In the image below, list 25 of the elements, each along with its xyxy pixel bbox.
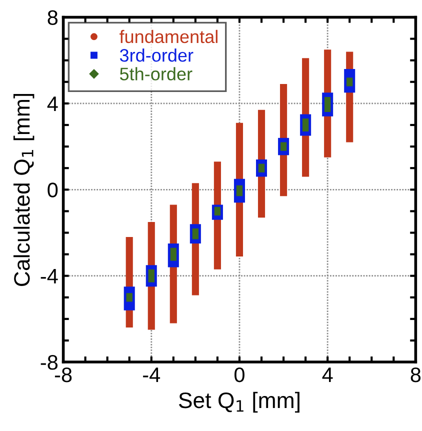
x-tick-label: -4 (143, 368, 160, 382)
bar (324, 96, 331, 112)
x-tick-label: 4 (322, 368, 333, 382)
y-axis-title: Calculated Q$_{1}$ [mm] (13, 94, 34, 286)
bar (302, 118, 309, 132)
bar (280, 142, 287, 151)
y-tick-label: 4 (47, 96, 58, 111)
bar (214, 206, 221, 216)
y-tick-label: -8 (40, 355, 58, 370)
bar (148, 269, 154, 282)
bar (346, 78, 353, 86)
bar (126, 293, 132, 302)
bar (170, 248, 176, 261)
legend-label: fundamental (120, 30, 218, 44)
legend-label: 5th-order (120, 67, 192, 80)
x-tick-label: 0 (234, 367, 244, 382)
bar (236, 185, 243, 196)
y-tick-label: 0 (48, 182, 58, 198)
bar (258, 164, 265, 172)
x-axis-title: Set Q$_{1}$ [mm] (178, 392, 300, 413)
legend-label: 3rd-order (120, 48, 194, 62)
y-tick-label: -4 (40, 269, 58, 284)
bar (192, 228, 199, 240)
y-tick-label: 8 (48, 10, 58, 25)
x-tick-label: 8 (410, 367, 421, 382)
